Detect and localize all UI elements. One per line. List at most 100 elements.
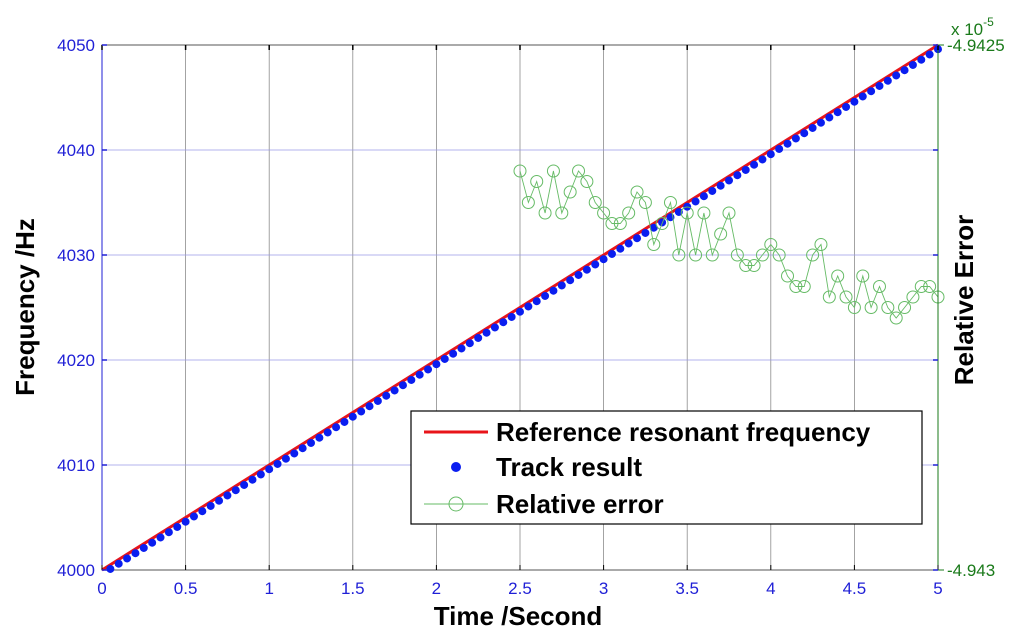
track-result-point	[867, 87, 876, 96]
track-result-point	[432, 360, 441, 369]
track-result-point	[649, 223, 658, 232]
x-tick-label: 1.5	[341, 579, 365, 598]
relative-error-point	[588, 196, 602, 209]
relative-error-point	[530, 175, 544, 188]
track-result-point	[557, 281, 566, 290]
track-result-point	[524, 302, 533, 311]
y-tick-label: 4030	[57, 246, 95, 265]
track-result-point	[850, 97, 859, 106]
track-result-point	[457, 344, 466, 353]
relative-error-point	[747, 259, 761, 272]
track-result-point	[164, 528, 173, 537]
track-result-point	[816, 118, 825, 127]
relative-error-point	[898, 301, 912, 314]
track-result-point	[758, 155, 767, 164]
relative-error-point	[722, 206, 736, 220]
relative-error-point	[755, 248, 769, 262]
track-result-point	[766, 150, 775, 159]
track-result-point	[474, 333, 483, 342]
y-tick-label: 4010	[57, 456, 95, 475]
legend-swatch-error-marker	[448, 496, 464, 512]
relative-error-point	[906, 290, 920, 304]
track-result-point	[332, 423, 341, 432]
track-result-point	[189, 512, 198, 521]
x-tick-label: 4	[766, 579, 775, 598]
relative-error-point	[881, 301, 895, 314]
x-tick-label: 0.5	[174, 579, 198, 598]
series-layer	[101, 43, 945, 573]
track-result-point	[290, 449, 299, 458]
track-result-point	[775, 144, 784, 153]
track-result-point	[858, 92, 867, 101]
relative-error-point	[923, 280, 937, 293]
track-result-point	[148, 538, 157, 547]
right-y-axis-title: Relative Error	[949, 215, 979, 386]
relative-error-point	[847, 301, 861, 314]
track-result-point	[256, 470, 265, 479]
track-result-point	[716, 181, 725, 190]
track-result-point	[549, 286, 558, 295]
relative-error-point	[563, 185, 577, 199]
track-result-point	[398, 381, 407, 390]
track-result-point	[633, 234, 642, 243]
relative-error-point	[705, 248, 719, 262]
track-result-point	[574, 270, 583, 279]
track-result-point	[691, 197, 700, 206]
track-result-point	[883, 76, 892, 85]
track-result-point	[215, 496, 224, 505]
right-axis-exponent-power: -5	[983, 15, 994, 29]
relative-error-point	[605, 217, 619, 230]
relative-error-point	[655, 217, 669, 230]
track-result-point	[181, 517, 190, 526]
track-result-point	[365, 402, 374, 411]
track-result-point	[373, 396, 382, 405]
track-result-point	[156, 533, 165, 542]
track-result-point	[750, 160, 759, 169]
track-result-point	[298, 444, 307, 453]
relative-error-point	[555, 206, 569, 220]
track-result-point	[265, 465, 274, 474]
track-result-point	[616, 244, 625, 253]
track-result-point	[925, 50, 934, 59]
track-result-point	[800, 129, 809, 138]
relative-error-point	[572, 164, 586, 178]
relative-error-point	[546, 164, 560, 178]
relative-error-point	[739, 259, 753, 272]
track-result-point	[248, 475, 257, 484]
relative-error-point	[797, 280, 811, 293]
relative-error-point	[764, 238, 778, 251]
track-result-point	[733, 171, 742, 180]
track-result-point	[106, 564, 115, 573]
track-result-point	[892, 71, 901, 80]
relative-error-point	[689, 248, 703, 262]
track-result-point	[599, 255, 608, 264]
right-y-tick-label: -4.9425	[947, 36, 1005, 55]
legend-label-error: Relative error	[496, 489, 664, 519]
relative-error-point	[889, 311, 903, 325]
relative-error-point	[622, 206, 636, 220]
x-tick-label: 4.5	[843, 579, 867, 598]
relative-error-point	[789, 280, 803, 293]
track-result-point	[607, 249, 616, 258]
x-tick-label: 3.5	[675, 579, 699, 598]
track-result-point	[725, 176, 733, 185]
track-result-point	[340, 417, 349, 426]
track-result-point	[900, 66, 909, 75]
track-result-point	[407, 375, 416, 384]
track-result-point	[791, 134, 800, 143]
relative-error-point	[781, 269, 795, 283]
relative-error-point	[638, 196, 652, 209]
track-result-point	[415, 370, 424, 379]
y-tick-label: 4020	[57, 351, 95, 370]
track-result-point	[348, 412, 357, 421]
relative-error-point	[538, 206, 552, 220]
track-result-point	[917, 55, 926, 64]
right-axis-exponent-label: x 10-5	[951, 15, 994, 39]
track-result-point	[273, 459, 282, 468]
relative-error-point	[822, 290, 836, 304]
legend-label-track: Track result	[496, 452, 642, 482]
x-tick-label: 3	[599, 579, 608, 598]
relative-error-point	[580, 175, 594, 188]
track-result-point	[281, 454, 290, 463]
right-axis-exponent-base: x 10	[951, 20, 983, 39]
